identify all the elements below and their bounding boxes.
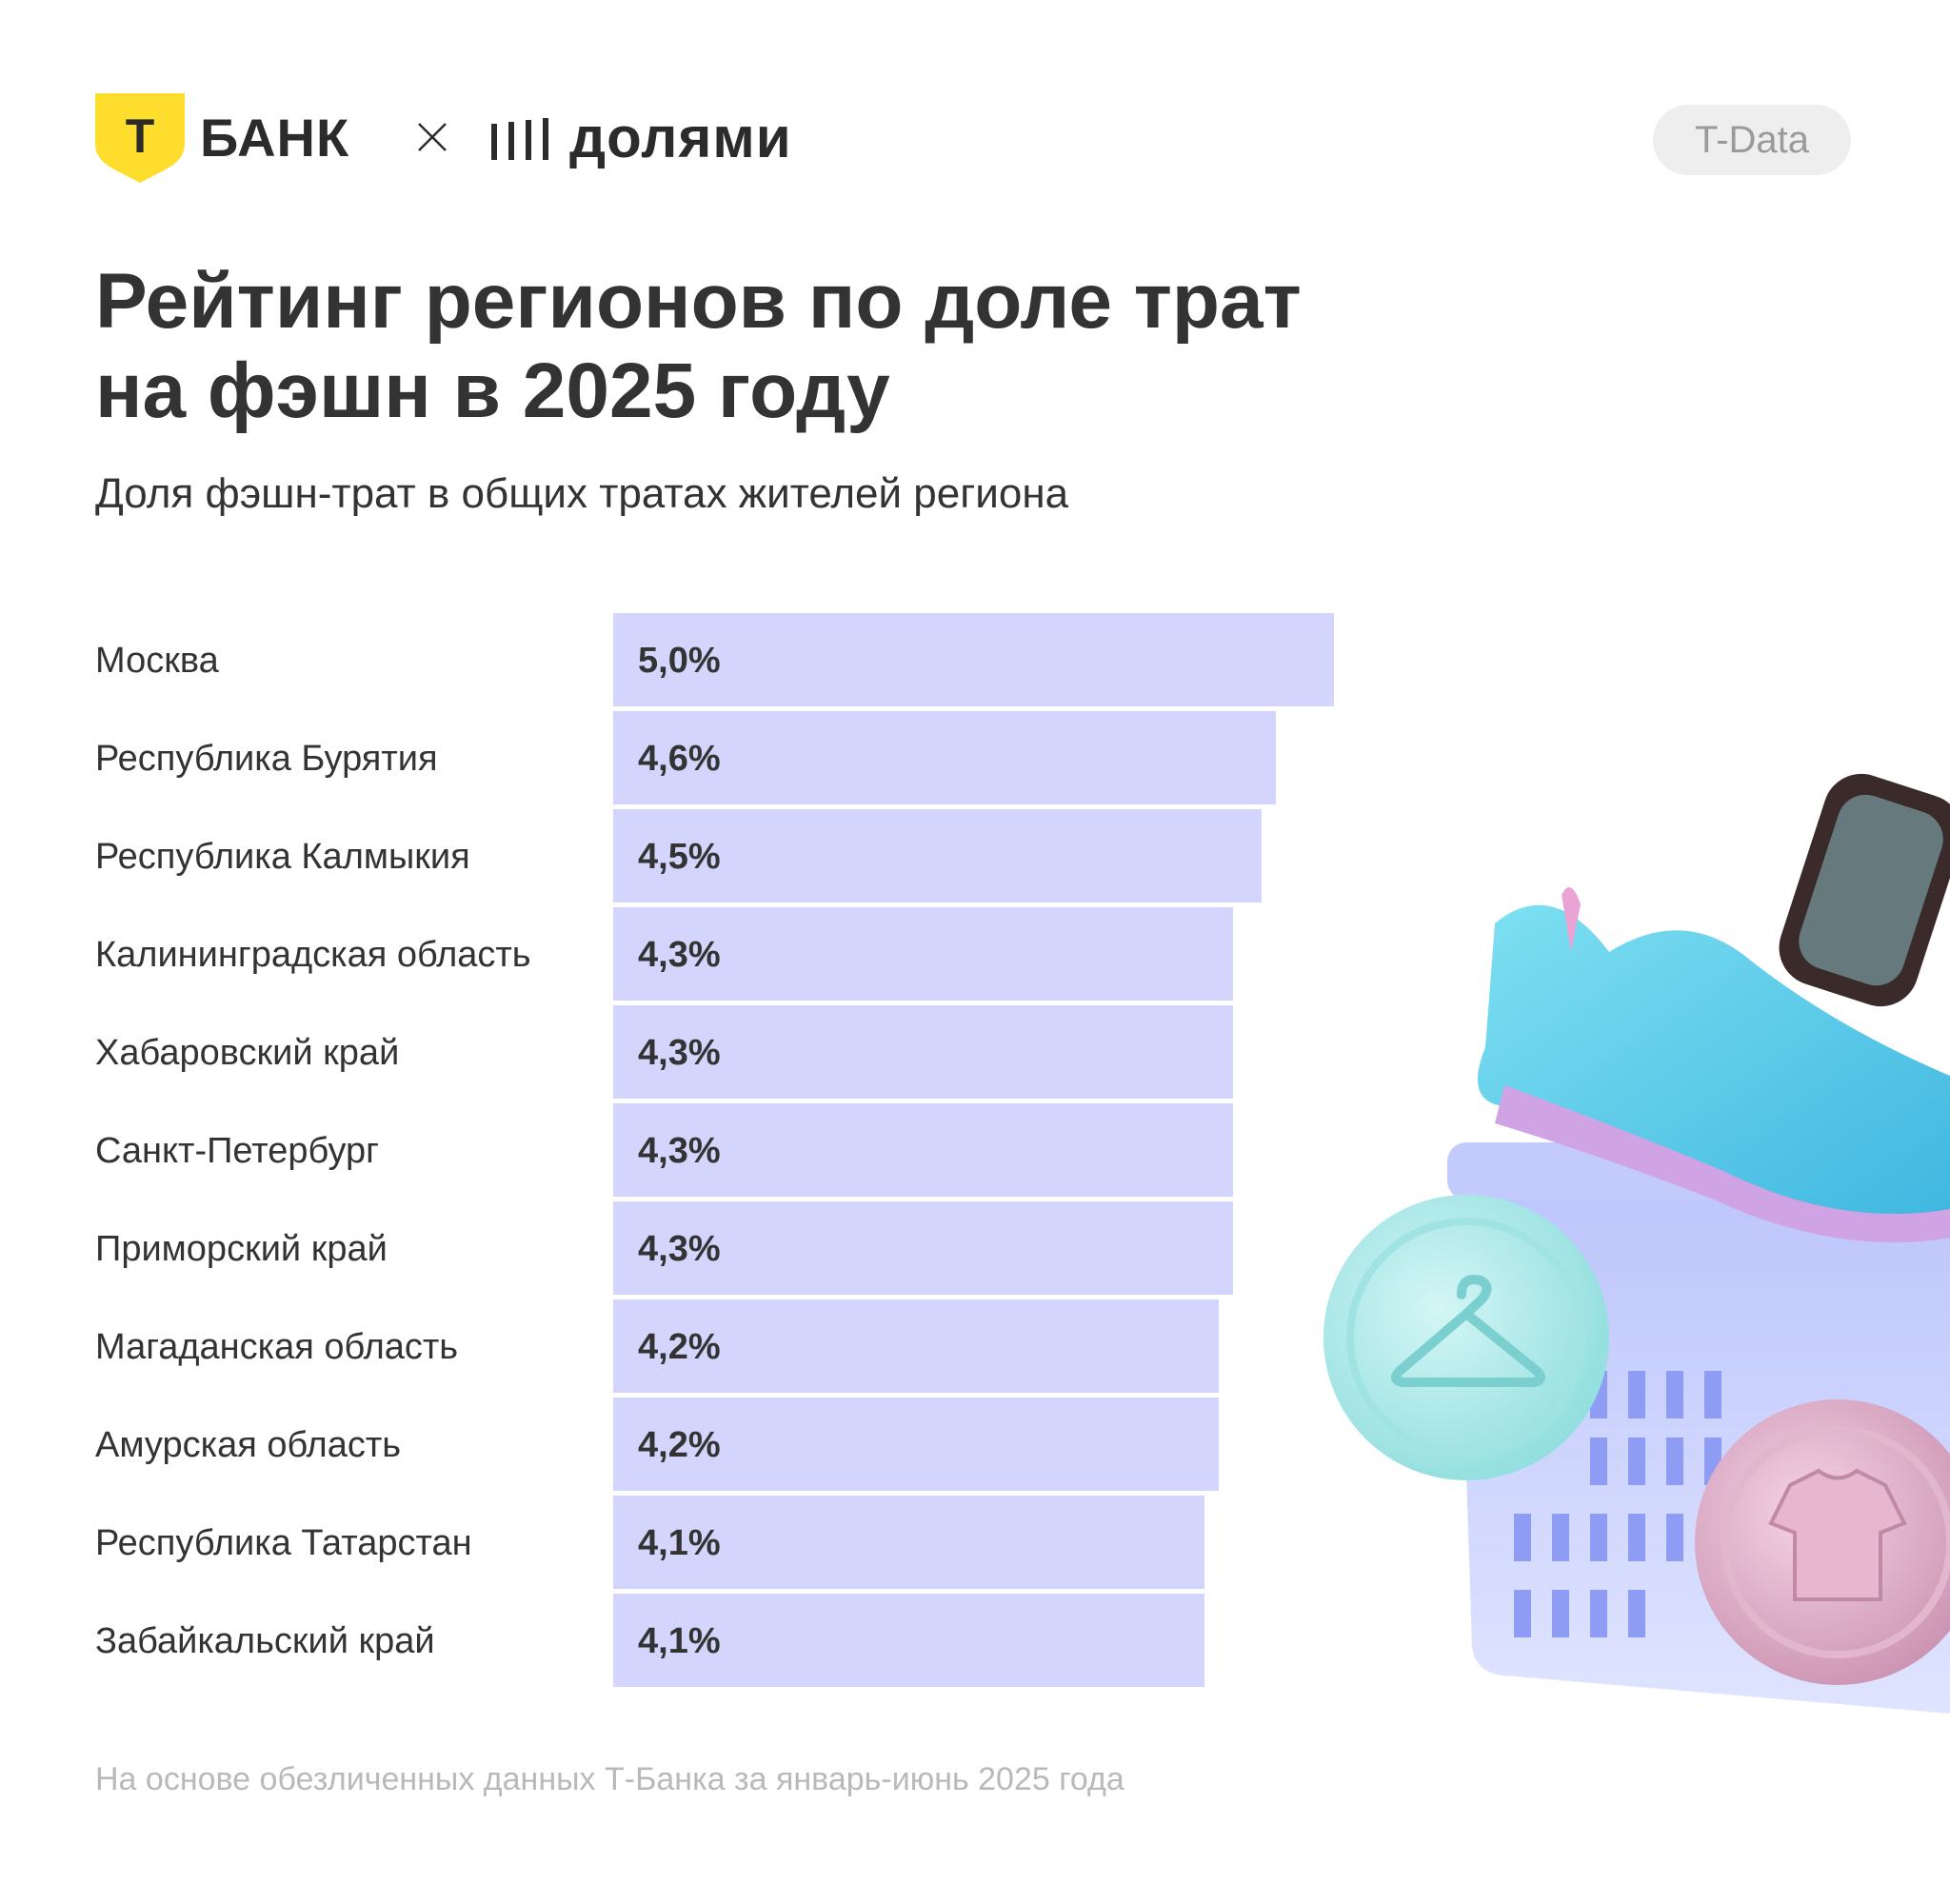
dolyami-logo-text: долями [569,106,792,169]
page-title: Рейтинг регионов по доле трат на фэшн в … [95,257,1381,436]
chart-subtitle: Доля фэшн-трат в общих тратах жителей ре… [95,470,1069,517]
title-line-2: на фэшн в 2025 году [95,347,890,434]
value-label-3: 4,5% [638,837,721,877]
category-label-4: Калининградская область [95,935,531,975]
footnote: На основе обезличенных данных Т-Банка за… [95,1761,1124,1797]
category-label-11: Забайкальский край [95,1621,435,1661]
header: Т БАНК долями [95,93,1904,185]
bar-1 [613,613,1334,706]
bar-2 [613,711,1276,804]
fashion-basket-illustration [1323,773,1950,1714]
category-label-1: Москва [95,641,220,681]
cross-icon [418,123,447,151]
bar-11 [613,1594,1204,1687]
bar-6 [613,1103,1233,1197]
tshirt-coin-icon [1695,1399,1950,1685]
category-label-9: Амурская область [95,1425,401,1465]
bar-3 [613,809,1262,902]
tbank-shield-letter: Т [126,109,155,163]
bar-chart: Москва 5,0% Республика Бурятия 4,6% Республи… [95,613,1334,1687]
value-label-5: 4,3% [638,1033,721,1073]
sunglasses-icon [1779,773,1950,1007]
category-label-10: Республика Татарстан [95,1523,472,1563]
category-label-5: Хабаровский край [95,1033,399,1073]
tbank-shield-logo: Т [95,93,185,183]
value-label-7: 4,3% [638,1229,721,1269]
bar-5 [613,1005,1233,1099]
value-label-1: 5,0% [638,641,721,681]
value-label-6: 4,3% [638,1131,721,1171]
value-label-9: 4,2% [638,1425,721,1465]
value-label-4: 4,3% [638,935,721,975]
sneaker-icon [1478,887,1950,1242]
dolyami-bars-icon [491,118,548,160]
bar-9 [613,1398,1219,1491]
bar-7 [613,1201,1233,1295]
category-label-8: Магаданская область [95,1327,458,1367]
value-label-10: 4,1% [638,1523,721,1563]
title-line-1: Рейтинг регионов по доле трат [95,258,1302,345]
bar-10 [613,1496,1204,1589]
bar-8 [613,1299,1219,1393]
value-label-8: 4,2% [638,1327,721,1367]
tbank-logo-text: БАНК [200,108,350,168]
category-label-6: Санкт-Петербург [95,1131,379,1171]
t-data-badge: T-Data [1653,105,1851,175]
category-label-3: Республика Калмыкия [95,837,470,877]
bar-4 [613,907,1233,1001]
category-label-7: Приморский край [95,1229,388,1269]
value-label-2: 4,6% [638,739,721,779]
category-label-2: Республика Бурятия [95,739,438,779]
hanger-coin-icon [1323,1195,1609,1480]
value-label-11: 4,1% [638,1621,721,1661]
